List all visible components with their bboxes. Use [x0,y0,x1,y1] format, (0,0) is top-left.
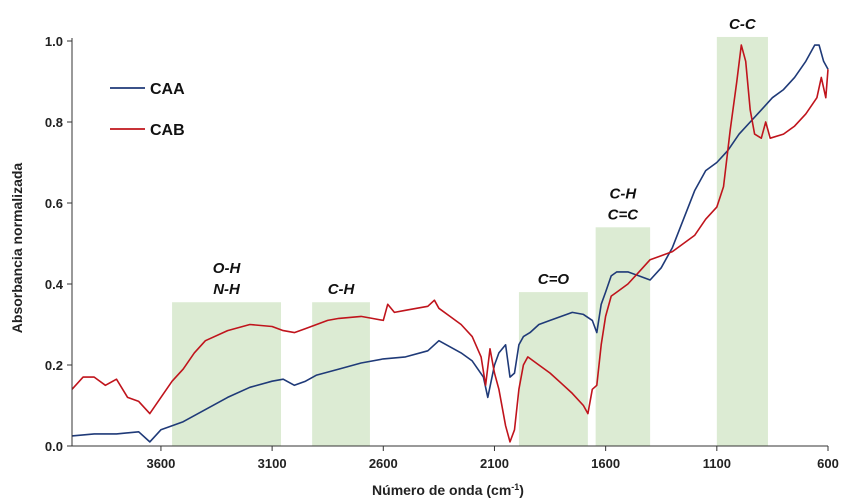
x-tick-label: 3100 [258,456,287,471]
y-tick-label: 0.2 [45,358,63,373]
band-label-1-0: C-H [328,281,356,298]
band-label-2-0: C=O [538,271,570,288]
y-axis-label: Absorbancia normalizada [9,163,25,334]
band-label-0-0: O-H [213,260,242,277]
x-tick-label: 1100 [703,456,731,471]
axes-layer: 0.0 0.2 0.4 0.6 0.8 1.0 3600 3100 2600 2100 1600 11… [45,34,839,471]
band-4 [716,36,768,446]
y-tick-label: 0.4 [45,277,64,292]
band-label-3-0: C-H [610,185,638,202]
band-label-4-0: C-C [729,16,757,33]
x-axis-label: Número de onda (cm-1) [372,482,524,498]
band-2 [518,292,588,446]
series-layer [71,44,829,443]
y-tick-label: 1.0 [45,34,63,49]
band-3 [595,227,651,446]
x-tick-label: 600 [817,456,839,471]
band-label-3-1: C=C [608,206,640,223]
band-labels-layer: O-H N-H C-H C=O C-H C=C C-C [213,16,757,298]
x-tick-label: 1600 [591,456,620,471]
band-0 [172,302,282,446]
x-tick-label: 2600 [369,456,398,471]
series-line-cab [71,44,829,443]
legend: CAA CAB [110,81,185,139]
y-tick-label: 0.8 [45,115,63,130]
x-tick-label: 2100 [480,456,509,471]
x-tick-label: 3600 [146,456,175,471]
y-tick-label: 0.0 [45,439,63,454]
y-tick-label: 0.6 [45,196,63,211]
legend-label-caa: CAA [150,81,185,98]
band-label-0-1: N-H [213,281,241,298]
legend-label-cab: CAB [150,122,185,139]
